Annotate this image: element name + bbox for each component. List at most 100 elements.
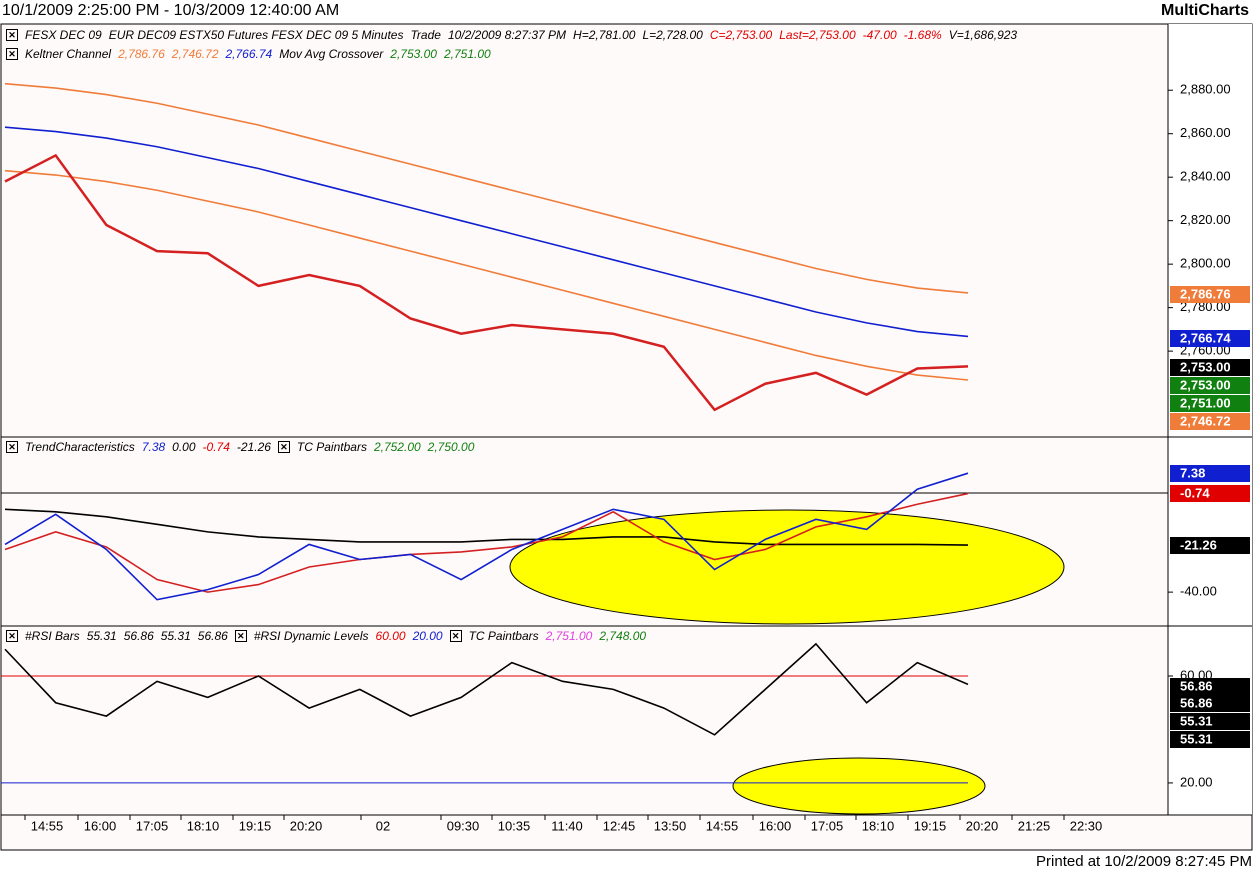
badge-label: 2,753.00 xyxy=(1180,377,1231,392)
legend-item: -47.00 xyxy=(862,28,897,42)
badge-label: 2,753.00 xyxy=(1180,359,1231,374)
x-tick-label: 19:15 xyxy=(914,818,947,833)
legend-item: 2,750.00 xyxy=(427,440,475,454)
legend-item: TC Paintbars xyxy=(468,629,539,643)
footer: Printed at 10/2/2009 8:27:45 PM xyxy=(1036,853,1252,870)
badge-label: 7.38 xyxy=(1180,465,1205,480)
legend-item: 2,751.00 xyxy=(545,629,593,643)
x-tick-label: 19:15 xyxy=(239,818,272,833)
legend-item: 2,766.74 xyxy=(225,47,273,61)
x-tick-label: 10:35 xyxy=(498,818,531,833)
legend-item: 56.86 xyxy=(123,629,154,643)
series-line xyxy=(4,82,969,294)
y-tick-label: 20.00 xyxy=(1180,774,1213,789)
legend-item: 60.00 xyxy=(375,629,406,643)
x-tick-label: 14:55 xyxy=(31,818,64,833)
value-badge xyxy=(1170,537,1250,554)
y-tick-label: 2,820.00 xyxy=(1180,212,1231,227)
series-line xyxy=(4,492,969,593)
x-tick-label: 18:10 xyxy=(862,818,895,833)
x-tick-label: 13:50 xyxy=(654,818,687,833)
legend-item: 2,748.00 xyxy=(599,629,647,643)
legend-item: -1.68% xyxy=(903,28,942,42)
x-tick-label: 11:40 xyxy=(551,818,583,833)
badge-label: 55.31 xyxy=(1180,731,1213,746)
legend-item: 55.31 xyxy=(86,629,117,643)
legend-item: 2,752.00 xyxy=(373,440,421,454)
badge-label: 55.31 xyxy=(1180,713,1213,728)
x-tick-label: 02 xyxy=(376,818,390,833)
badge-label: 56.86 xyxy=(1180,695,1213,710)
value-badge xyxy=(1170,330,1250,347)
indicator-checkbox: ✕ xyxy=(449,630,462,642)
x-tick-label: 09:30 xyxy=(447,818,480,833)
highlight-ellipse xyxy=(732,757,986,815)
legend-row: ✕ FESX DEC 09 EUR DEC09 ESTX50 Futures FES… xyxy=(6,28,1017,42)
indicator-checkbox: ✕ xyxy=(277,441,290,453)
badge-label: 2,746.72 xyxy=(1180,413,1231,428)
value-badge xyxy=(1170,678,1250,695)
series-line xyxy=(4,153,969,412)
legend-item: 0.00 xyxy=(172,440,196,454)
legend-item: 55.31 xyxy=(160,629,191,643)
value-badge xyxy=(1170,695,1250,712)
x-tick-label: 20:20 xyxy=(966,818,999,833)
legend-item: #RSI Bars xyxy=(25,629,80,643)
x-tick-label: 20:20 xyxy=(290,818,323,833)
x-tick-label: 16:00 xyxy=(84,818,117,833)
value-badge xyxy=(1170,713,1250,730)
x-tick-label: 21:25 xyxy=(1018,818,1051,833)
legend-item: Keltner Channel xyxy=(25,47,112,61)
y-tick-label: 2,800.00 xyxy=(1180,256,1231,271)
x-tick-label: 14:55 xyxy=(706,818,739,833)
series-line xyxy=(4,472,969,601)
legend-item: Mov Avg Crossover xyxy=(279,47,384,61)
legend-item: EUR DEC09 ESTX50 Futures FESX DEC 09 5 M… xyxy=(108,28,404,42)
value-badge xyxy=(1170,413,1250,430)
series-line xyxy=(4,642,969,736)
legend-item: C=2,753.00 xyxy=(709,28,773,42)
legend-item: 20.00 xyxy=(412,629,443,643)
legend-item: TrendCharacteristics xyxy=(25,440,135,454)
y-tick-label: 2,880.00 xyxy=(1180,82,1231,97)
legend-item: Last=2,753.00 xyxy=(779,28,856,42)
legend-row: ✕ Keltner Channel 2,786.76 2,746.72 2,766.74… xyxy=(6,47,491,61)
legend-item: 2,753.00 xyxy=(390,47,437,61)
y-tick-label: 2,860.00 xyxy=(1180,125,1231,140)
legend-item: 2,786.76 xyxy=(118,47,165,61)
value-badge xyxy=(1170,359,1250,376)
legend-item: 56.86 xyxy=(197,629,228,643)
legend-item: 2,746.72 xyxy=(171,47,219,61)
brand: MultiCharts xyxy=(1161,2,1249,19)
indicator-checkbox: ✕ xyxy=(6,630,18,642)
indicator-checkbox: ✕ xyxy=(6,29,18,41)
legend-item: H=2,781.00 xyxy=(573,28,636,42)
legend-item: 7.38 xyxy=(141,440,166,454)
x-tick-label: 17:05 xyxy=(136,818,169,833)
badge-label: 2,766.74 xyxy=(1180,330,1231,345)
date-range: 10/1/2009 2:25:00 PM - 10/3/2009 12:40:0… xyxy=(2,2,340,19)
legend-item: -21.26 xyxy=(236,440,271,454)
y-tick-label: -40.00 xyxy=(1180,584,1217,599)
series-line xyxy=(4,508,969,546)
x-tick-label: 12:45 xyxy=(603,818,636,833)
series-line xyxy=(4,169,969,381)
legend-item: L=2,728.00 xyxy=(642,28,703,42)
indicator-checkbox: ✕ xyxy=(6,48,18,60)
legend-item: FESX DEC 09 xyxy=(25,28,102,42)
y-tick-label: 2,840.00 xyxy=(1180,169,1231,184)
legend-item: -0.74 xyxy=(202,440,230,454)
legend-row: ✕ TrendCharacteristics 7.38 0.00 -0.74 -21.26… xyxy=(6,440,474,454)
badge-label: 2,751.00 xyxy=(1180,395,1231,410)
value-badge xyxy=(1170,377,1250,394)
x-tick-label: 17:05 xyxy=(811,818,844,833)
x-tick-label: 16:00 xyxy=(759,818,792,833)
value-badge xyxy=(1170,465,1250,482)
badge-label: 56.86 xyxy=(1180,678,1213,693)
value-badge xyxy=(1170,485,1250,502)
indicator-checkbox: ✕ xyxy=(6,441,18,453)
legend-item: #RSI Dynamic Levels xyxy=(253,629,369,643)
badge-label: -21.26 xyxy=(1180,537,1217,552)
